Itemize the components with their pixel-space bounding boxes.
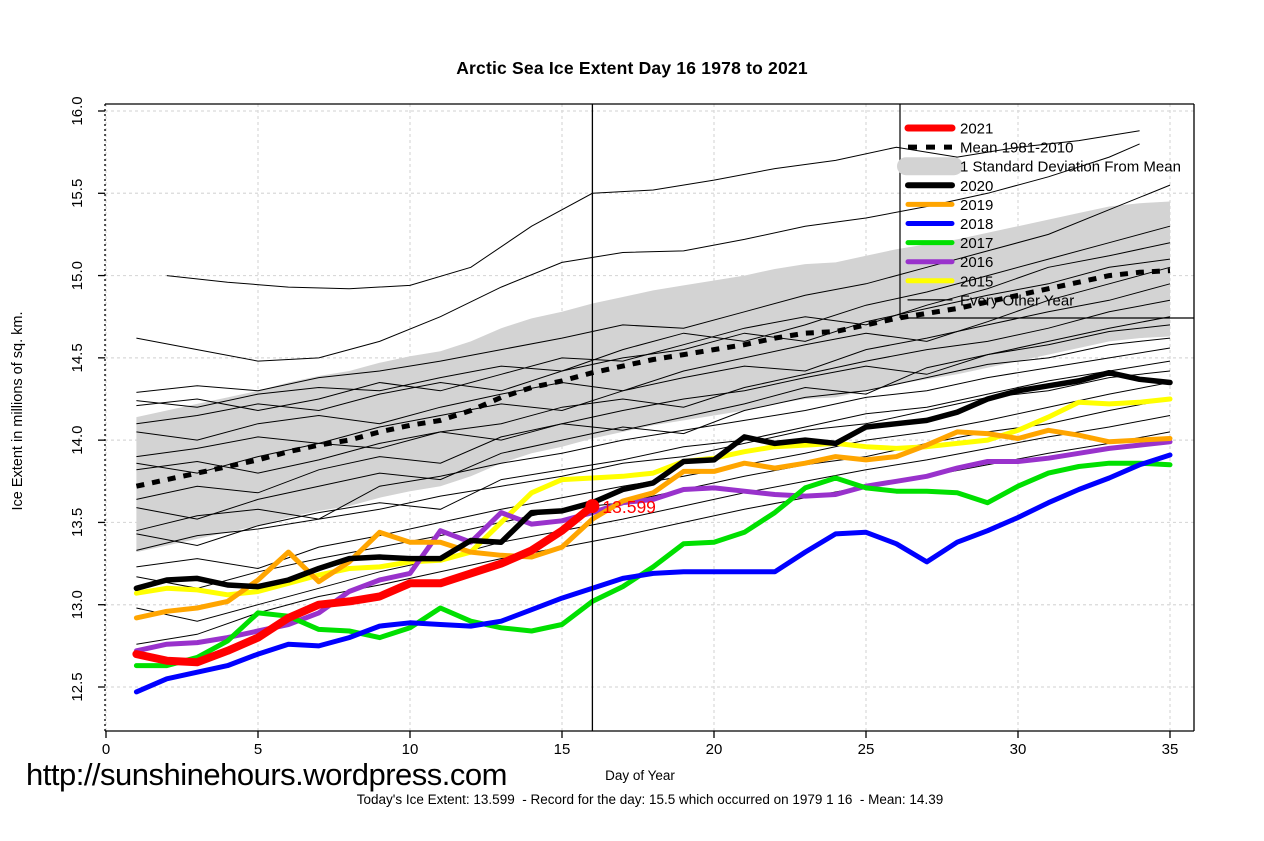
other-year-line [136,258,1171,425]
x-tick-label: 20 [706,741,723,758]
legend-label: 2021 [960,121,993,138]
x-tick-label: 10 [402,741,419,758]
watermark-url: http://sunshinehours.wordpress.com [26,757,507,792]
other-year-line [136,143,1140,362]
x-tick-label: 0 [102,741,110,758]
footer-stats: Today's Ice Extent: 13.599 - Record for … [356,792,944,807]
other-year-line [136,283,1171,458]
other-year-line [136,242,1171,412]
x-tick-label: 15 [554,741,571,758]
x-tick-label: 35 [1162,741,1179,758]
other-year-line [136,337,1171,520]
other-year-line [136,184,1171,393]
other-year-line [136,324,1171,500]
year-line-2020 [133,369,1173,592]
legend-label: Every Other Year [960,292,1074,309]
other-year-line [136,347,1171,532]
y-tick-label: 12.5 [69,672,86,701]
x-tick-label: 25 [858,741,875,758]
chart-title: Arctic Sea Ice Extent Day 16 1978 to 202… [456,58,808,78]
legend-label: 2020 [960,178,993,195]
other-year-line [136,398,1171,589]
current-value-annotation: 13.599 [602,497,656,517]
y-tick-label: 15.0 [69,261,86,290]
year-line-2018 [133,452,1173,695]
x-tick-label: 5 [254,741,262,758]
y-tick-label: 14.5 [69,343,86,372]
y-tick-label: 16.0 [69,96,86,125]
year-line-2021 [132,502,597,667]
other-year-line [136,225,1171,408]
legend-label: 2015 [960,273,993,290]
other-year-line [166,130,1140,290]
other-year-line [136,360,1171,547]
current-value-dot [585,499,600,514]
y-tick-label: 14.0 [69,425,86,454]
legend-label: 2019 [960,197,993,214]
mean-line [135,268,1171,489]
other-year-line [136,415,1171,622]
legend-label: 2017 [960,235,993,252]
year-line-2016 [133,439,1173,654]
legend-label: 2018 [960,216,993,233]
y-tick-label: 13.0 [69,590,86,619]
legend-label: 1 Standard Deviation From Mean [960,159,1181,176]
x-tick-label: 30 [1010,741,1027,758]
other-year-line [136,316,1171,474]
y-tick-label: 15.5 [69,179,86,208]
std-deviation-band [136,201,1170,553]
year-line-2017 [133,460,1173,669]
y-tick-label: 13.5 [69,508,86,537]
legend-label: Mean 1981-2010 [960,140,1073,157]
x-axis-title: Day of Year [605,768,675,783]
legend-label: 2016 [960,254,993,271]
